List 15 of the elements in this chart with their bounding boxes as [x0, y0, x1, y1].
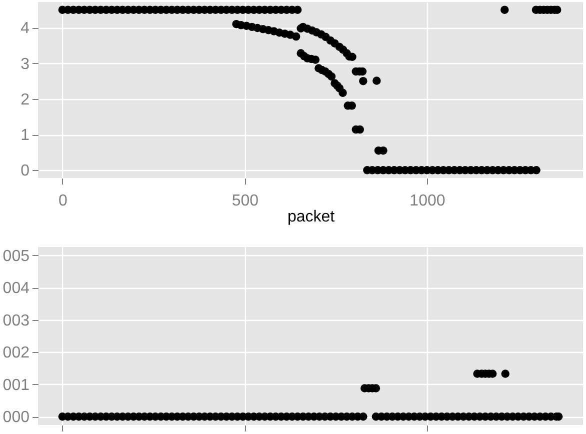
y-tick-label: 0 — [20, 162, 30, 180]
y-tick-label: 001 — [2, 376, 30, 394]
y-tick-label: 005 — [2, 248, 30, 265]
y-tick-label: 3 — [20, 56, 30, 73]
y-tick-label: 004 — [2, 280, 30, 298]
y-tick-label: 000 — [2, 409, 30, 426]
y-tick-label: 2 — [20, 91, 30, 108]
x-axis-title: packet — [287, 208, 336, 226]
x-tick-label: 0 — [58, 192, 68, 210]
x-tick-label: 500 — [232, 192, 259, 210]
y-tick-label: 002 — [2, 344, 30, 362]
y-tick-label: 4 — [20, 20, 30, 38]
x-tick-label: 1000 — [410, 192, 446, 210]
y-tick-label: 1 — [20, 127, 30, 144]
y-tick-label: 003 — [2, 312, 30, 330]
